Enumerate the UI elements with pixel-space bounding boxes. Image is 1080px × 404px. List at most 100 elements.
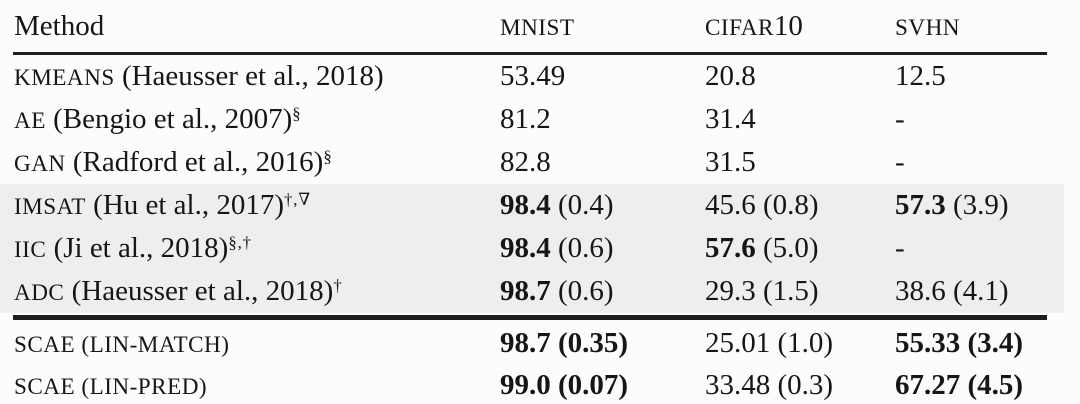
table-row: IMSAT (Hu et al., 2017)†,∇ 98.4 (0.4) 45.6… [0,184,1064,227]
score-std: (1.0) [777,326,834,359]
value-cell: 31.4 [705,105,895,134]
score-std: (0.6) [558,232,614,264]
table-row: SCAE (LIN-PRED) 99.0 (0.07) 33.48 (0.3) 67.… [0,364,1080,404]
score-value: 31.4 [705,103,756,135]
score-value: 12.5 [895,60,946,92]
score-value: 57.3 [895,189,946,221]
method-name: KMEANS [14,65,115,91]
method-name: SCAE (LIN-MATCH) [14,331,230,358]
method-cell: IIC (Ji et al., 2018)§,† [0,234,500,263]
method-superscript: † [333,275,343,295]
scae-rows-group: SCAE (LIN-MATCH) 98.7 (0.35) 25.01 (1.0) 55… [0,320,1080,404]
column-header-cifar10: CIFAR10 [705,9,895,42]
value-cell: - [895,105,1080,134]
table-row: IIC (Ji et al., 2018)§,† 98.4 (0.6) 57.6 (… [0,227,1064,270]
value-cell: 99.0 (0.07) [500,368,705,401]
method-cell: AE (Bengio et al., 2007)§ [0,105,500,134]
method-header-label: Method [14,9,105,42]
score-std: (0.3) [777,368,834,401]
value-cell: 98.7 (0.35) [500,326,705,359]
cifar-header-label: CIFAR [705,14,774,41]
table-row: GAN (Radford et al., 2016)§ 82.8 31.5- [0,141,1080,184]
method-superscript: †,∇ [284,189,311,209]
score-value: 98.4 [500,189,551,221]
score-value: 55.33 [895,326,961,359]
score-value: 99.0 [500,368,551,401]
score-std: (0.4) [558,189,614,221]
score-value: 20.8 [705,60,756,92]
value-cell: - [895,234,1064,263]
method-cell: GAN (Radford et al., 2016)§ [0,148,500,177]
value-cell: 12.5 [895,62,1080,91]
score-std: (0.6) [558,275,614,307]
table-row: SCAE (LIN-MATCH) 98.7 (0.35) 25.01 (1.0) 55… [0,322,1080,364]
method-name: AE [14,108,46,134]
method-name: SCAE (LIN-PRED) [14,373,208,400]
score-value: 31.5 [705,146,756,178]
value-cell: 45.6 (0.8) [705,191,895,220]
method-superscript: § [323,146,333,166]
score-std: (3.9) [953,189,1009,221]
section-divider-rule [13,315,1047,320]
column-header-method: Method [0,9,500,42]
method-citation: (Radford et al., 2016) [65,146,324,178]
method-cell: ADC (Haeusser et al., 2018)† [0,277,500,306]
column-header-mnist: MNIST [500,12,705,41]
value-cell: 31.5 [705,148,895,177]
score-value: 67.27 [895,368,961,401]
score-value: 98.7 [500,275,551,307]
value-cell: 98.4 (0.6) [500,234,705,263]
method-cell: SCAE (LIN-PRED) [0,371,500,400]
mnist-header-label: MNIST [500,14,575,41]
score-std: (4.5) [967,368,1024,401]
value-cell: 67.27 (4.5) [895,368,1080,401]
value-cell: 38.6 (4.1) [895,277,1064,306]
method-name: IMSAT [14,194,86,220]
score-value: 81.2 [500,103,551,135]
method-citation: (Hu et al., 2017) [85,189,285,221]
method-name: ADC [14,280,65,306]
method-citation: (Ji et al., 2018) [46,232,229,264]
score-std: (0.35) [558,326,629,359]
score-value: - [895,232,905,264]
score-value: 57.6 [705,232,756,264]
score-value: 53.49 [500,60,566,92]
value-cell: 82.8 [500,148,705,177]
value-cell: 81.2 [500,105,705,134]
header-rule [13,52,1047,55]
method-citation: (Haeusser et al., 2018) [114,60,384,92]
value-cell: 98.7 (0.6) [500,277,705,306]
method-cell: IMSAT (Hu et al., 2017)†,∇ [0,191,500,220]
method-name: GAN [14,151,66,177]
svhn-header-label: SVHN [895,14,960,41]
method-citation: (Haeusser et al., 2018) [64,275,334,307]
score-value: - [895,146,905,178]
method-cell: SCAE (LIN-MATCH) [0,329,500,358]
value-cell: 33.48 (0.3) [705,368,895,401]
score-std: (0.07) [558,368,629,401]
value-cell: 25.01 (1.0) [705,326,895,359]
score-value: 98.7 [500,326,551,359]
method-superscript: § [292,103,302,123]
method-superscript: §,† [228,232,252,252]
score-value: - [895,103,905,135]
value-cell: 57.3 (3.9) [895,191,1064,220]
score-std: (4.1) [953,275,1009,307]
table-row: AE (Bengio et al., 2007)§ 81.2 31.4 - [0,98,1080,141]
value-cell: - [895,148,1080,177]
cifar-header-suffix: 10 [773,9,803,42]
score-value: 98.4 [500,232,551,264]
score-std: (3.4) [967,326,1024,359]
score-std: (0.8) [763,189,819,221]
highlighted-rows-group: IMSAT (Hu et al., 2017)†,∇ 98.4 (0.4) 45.6… [0,184,1064,313]
score-value: 29.3 [705,275,756,307]
baseline-rows-group: KMEANS (Haeusser et al., 2018) 53.49 20.8 1… [0,55,1080,184]
score-value: 38.6 [895,275,946,307]
score-value: 45.6 [705,189,756,221]
table-header-row: Method MNIST CIFAR10 SVHN [0,0,1080,52]
value-cell: 29.3 (1.5) [705,277,895,306]
value-cell: 20.8 [705,62,895,91]
value-cell: 55.33 (3.4) [895,326,1080,359]
value-cell: 57.6 (5.0) [705,234,895,263]
